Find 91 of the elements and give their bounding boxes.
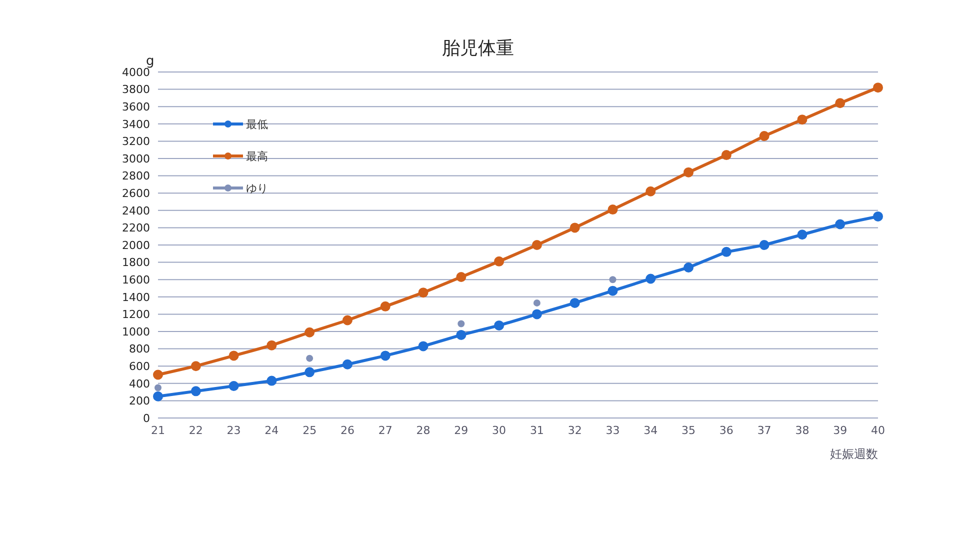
y-axis-title: g [146,54,154,69]
point [418,288,428,298]
point [153,370,163,380]
point [494,256,504,266]
y-tick-label: 1000 [122,325,150,338]
x-tick-label: 40 [871,424,885,437]
legend-label: 最低 [246,116,268,132]
point [684,167,694,178]
y-tick-label: 1200 [122,308,150,322]
point [684,262,694,272]
point [570,298,580,308]
x-tick-label: 25 [302,424,317,437]
point [873,211,883,222]
y-tick-label: 3200 [122,135,150,148]
x-tick-label: 22 [188,424,203,437]
y-tick-label: 3600 [122,100,150,114]
point [342,315,352,326]
point [646,274,656,284]
y-tick-label: 3800 [122,83,150,96]
x-tick-label: 21 [151,424,165,437]
point [797,230,808,240]
x-tick-label: 34 [644,424,658,437]
y-tick-label: 200 [129,394,150,408]
point [721,246,732,257]
x-axis-title: 妊娠週数 [830,447,878,461]
point [532,309,542,320]
point [304,367,315,378]
x-tick-label: 26 [340,424,354,437]
point [494,320,504,330]
point [458,320,465,328]
point [873,82,883,93]
point [759,240,770,250]
point [721,150,732,160]
point [228,350,239,361]
point [266,376,277,386]
point [835,98,846,108]
y-tick-label: 2400 [122,204,150,218]
point [533,299,540,306]
y-tick-label: 2200 [122,222,150,235]
x-tick-label: 36 [719,424,734,437]
x-tick-label: 33 [606,424,620,437]
point [797,114,808,125]
x-tick-label: 23 [226,424,241,437]
legend-label: 最高 [246,148,268,164]
point [154,384,162,392]
point [153,391,163,402]
point [306,354,314,362]
y-tick-label: 1600 [122,274,150,287]
y-tick-label: 2000 [122,238,150,252]
point [608,286,618,296]
x-tick-label: 28 [416,424,430,437]
y-tick-label: 1800 [122,256,150,270]
point [190,386,201,396]
y-tick-label: 0 [143,412,150,425]
point [418,341,428,352]
point [228,380,239,391]
chart-title: 胎児体重 [442,38,514,59]
x-tick-label: 32 [568,424,582,437]
x-tick-label: 31 [530,424,544,437]
y-tick-label: 3400 [122,118,150,131]
x-tick-label: 35 [682,424,696,437]
point [380,350,390,361]
point [835,219,846,230]
y-tick-label: 2800 [122,170,150,183]
legend-label: ゆり [246,180,268,196]
x-tick-label: 37 [757,424,772,437]
x-tick-label: 38 [795,424,810,437]
x-tick-label: 39 [833,424,848,437]
y-tick-label: 800 [129,342,150,356]
x-tick-label: 24 [264,424,279,437]
point [759,131,770,142]
point [456,272,466,282]
y-tick-label: 3000 [122,152,150,166]
y-tick-label: 400 [129,377,150,390]
point [608,204,618,215]
x-tick-label: 30 [492,424,506,437]
point [380,301,390,312]
point [266,340,277,350]
point [190,361,201,372]
y-tick-label: 600 [129,360,150,374]
point [342,359,352,370]
point [532,240,542,250]
point [609,276,616,284]
point [304,327,315,338]
point [570,222,580,233]
point [456,330,466,340]
point [646,186,656,196]
x-tick-label: 29 [454,424,468,437]
y-tick-label: 1400 [122,290,150,304]
y-tick-label: 2600 [122,187,150,200]
x-tick-label: 27 [378,424,392,437]
